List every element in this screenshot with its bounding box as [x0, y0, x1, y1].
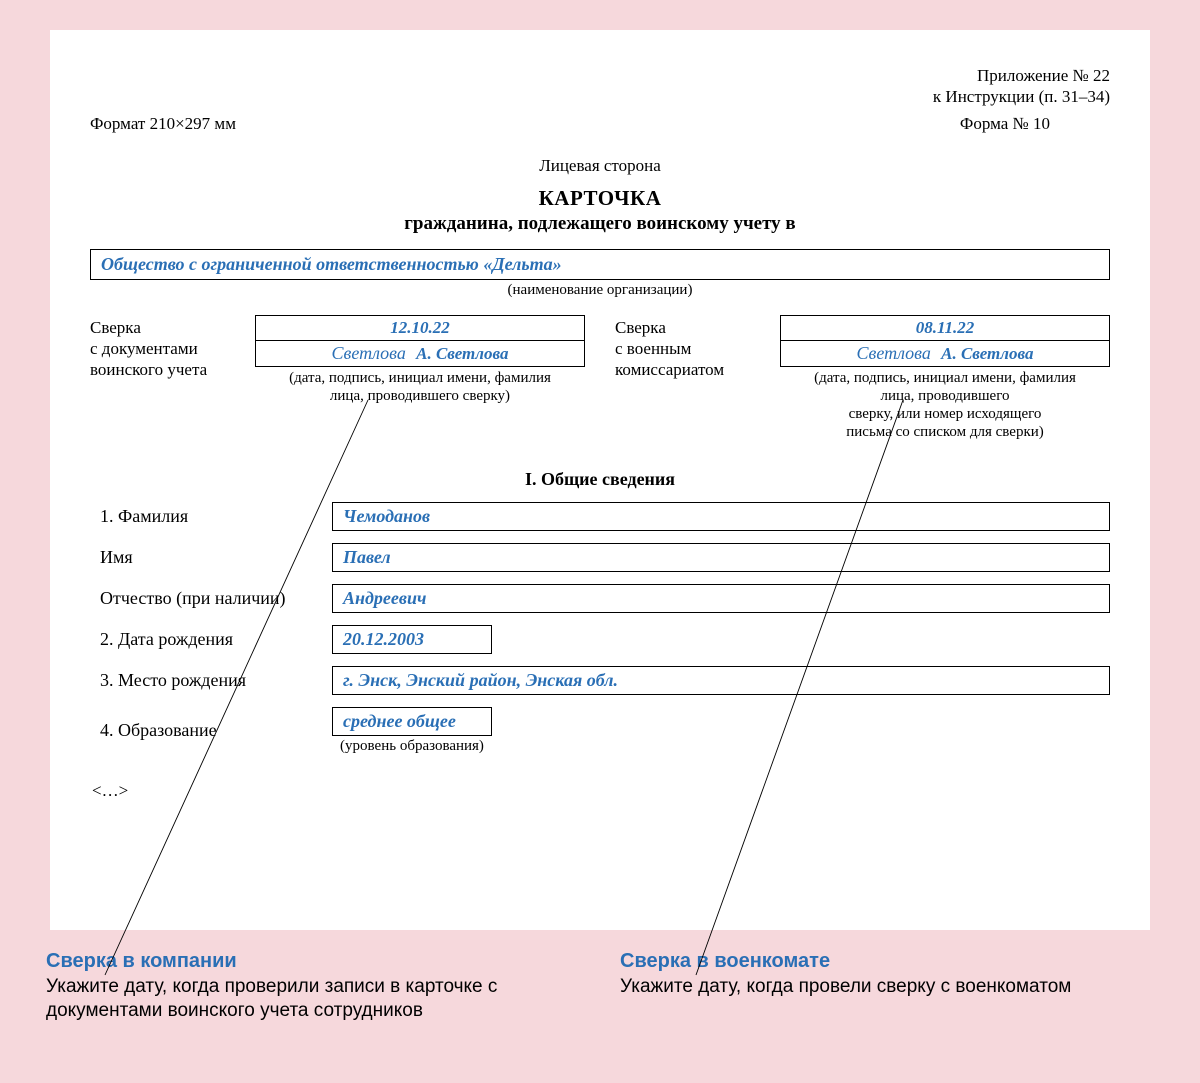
- sverka-left-date: 12.10.22: [255, 315, 585, 341]
- label-patronymic: Отчество (при наличии): [90, 588, 320, 609]
- callout-right-title: Сверка в военкомате: [620, 950, 1154, 973]
- callout-right: Сверка в военкомате Укажите дату, когда …: [620, 950, 1154, 1023]
- sverka-right-fields: 08.11.22 Светлова А. Светлова (дата, под…: [780, 315, 1110, 441]
- meta-row: Формат 210×297 мм Форма № 10: [90, 114, 1110, 134]
- appendix-block: Приложение № 22 к Инструкции (п. 31–34): [90, 65, 1110, 108]
- sverka-row: Сверка с документами воинского учета 12.…: [90, 315, 1110, 441]
- callout-right-text: Укажите дату, когда провели сверку с вое…: [620, 975, 1154, 999]
- section-1-heading: I. Общие сведения: [90, 469, 1110, 490]
- label-name: Имя: [90, 547, 320, 568]
- appendix-line1: Приложение № 22: [90, 65, 1110, 86]
- callout-left-title: Сверка в компании: [46, 950, 580, 973]
- document: Приложение № 22 к Инструкции (п. 31–34) …: [50, 30, 1150, 930]
- ellipsis: <…>: [90, 781, 1110, 801]
- signature-print: А. Светлова: [941, 344, 1033, 363]
- sverka-left: Сверка с документами воинского учета 12.…: [90, 315, 585, 441]
- row-dob: 2. Дата рождения 20.12.2003: [90, 625, 1110, 654]
- sverka-right-sign: Светлова А. Светлова: [780, 341, 1110, 367]
- form-no: Форма № 10: [960, 114, 1110, 134]
- label-edu: 4. Образование: [90, 720, 320, 741]
- value-edu: среднее общее: [332, 707, 492, 736]
- format-label: Формат 210×297 мм: [90, 114, 236, 134]
- sverka-left-label: Сверка с документами воинского учета: [90, 315, 245, 441]
- sverka-left-caption: (дата, подпись, инициал имени, фамилия л…: [255, 369, 585, 405]
- callouts: Сверка в компании Укажите дату, когда пр…: [30, 950, 1170, 1023]
- row-pob: 3. Место рождения г. Энск, Энский район,…: [90, 666, 1110, 695]
- row-surname: 1. Фамилия Чемоданов: [90, 502, 1110, 531]
- org-caption: (наименование организации): [90, 282, 1110, 299]
- value-surname: Чемоданов: [332, 502, 1110, 531]
- appendix-line2: к Инструкции (п. 31–34): [90, 86, 1110, 107]
- doc-subtitle: гражданина, подлежащего воинскому учету …: [90, 213, 1110, 235]
- sverka-right-label: Сверка с военным комиссариатом: [615, 315, 770, 441]
- label-pob: 3. Место рождения: [90, 670, 320, 691]
- sverka-left-fields: 12.10.22 Светлова А. Светлова (дата, под…: [255, 315, 585, 441]
- value-dob: 20.12.2003: [332, 625, 492, 654]
- value-patronymic: Андреевич: [332, 584, 1110, 613]
- callout-left-text: Укажите дату, когда проверили записи в к…: [46, 975, 580, 1023]
- signature-script: Светлова: [332, 343, 406, 363]
- side-label: Лицевая сторона: [90, 156, 1110, 176]
- signature-script: Светлова: [857, 343, 931, 363]
- value-pob: г. Энск, Энский район, Энская обл.: [332, 666, 1110, 695]
- page-container: Приложение № 22 к Инструкции (п. 31–34) …: [0, 0, 1200, 1083]
- row-name: Имя Павел: [90, 543, 1110, 572]
- sverka-right: Сверка с военным комиссариатом 08.11.22 …: [615, 315, 1110, 441]
- doc-title: КАРТОЧКА: [90, 186, 1110, 211]
- row-edu: 4. Образование среднее общее (уровень об…: [90, 707, 1110, 755]
- org-field: Общество с ограниченной ответственностью…: [90, 249, 1110, 280]
- sverka-right-date: 08.11.22: [780, 315, 1110, 341]
- sverka-right-caption: (дата, подпись, инициал имени, фамилия л…: [780, 369, 1110, 441]
- callout-left: Сверка в компании Укажите дату, когда пр…: [46, 950, 580, 1023]
- value-name: Павел: [332, 543, 1110, 572]
- label-surname: 1. Фамилия: [90, 506, 320, 527]
- edu-caption: (уровень образования): [332, 738, 492, 755]
- signature-print: А. Светлова: [416, 344, 508, 363]
- label-dob: 2. Дата рождения: [90, 629, 320, 650]
- sverka-left-sign: Светлова А. Светлова: [255, 341, 585, 367]
- row-patronymic: Отчество (при наличии) Андреевич: [90, 584, 1110, 613]
